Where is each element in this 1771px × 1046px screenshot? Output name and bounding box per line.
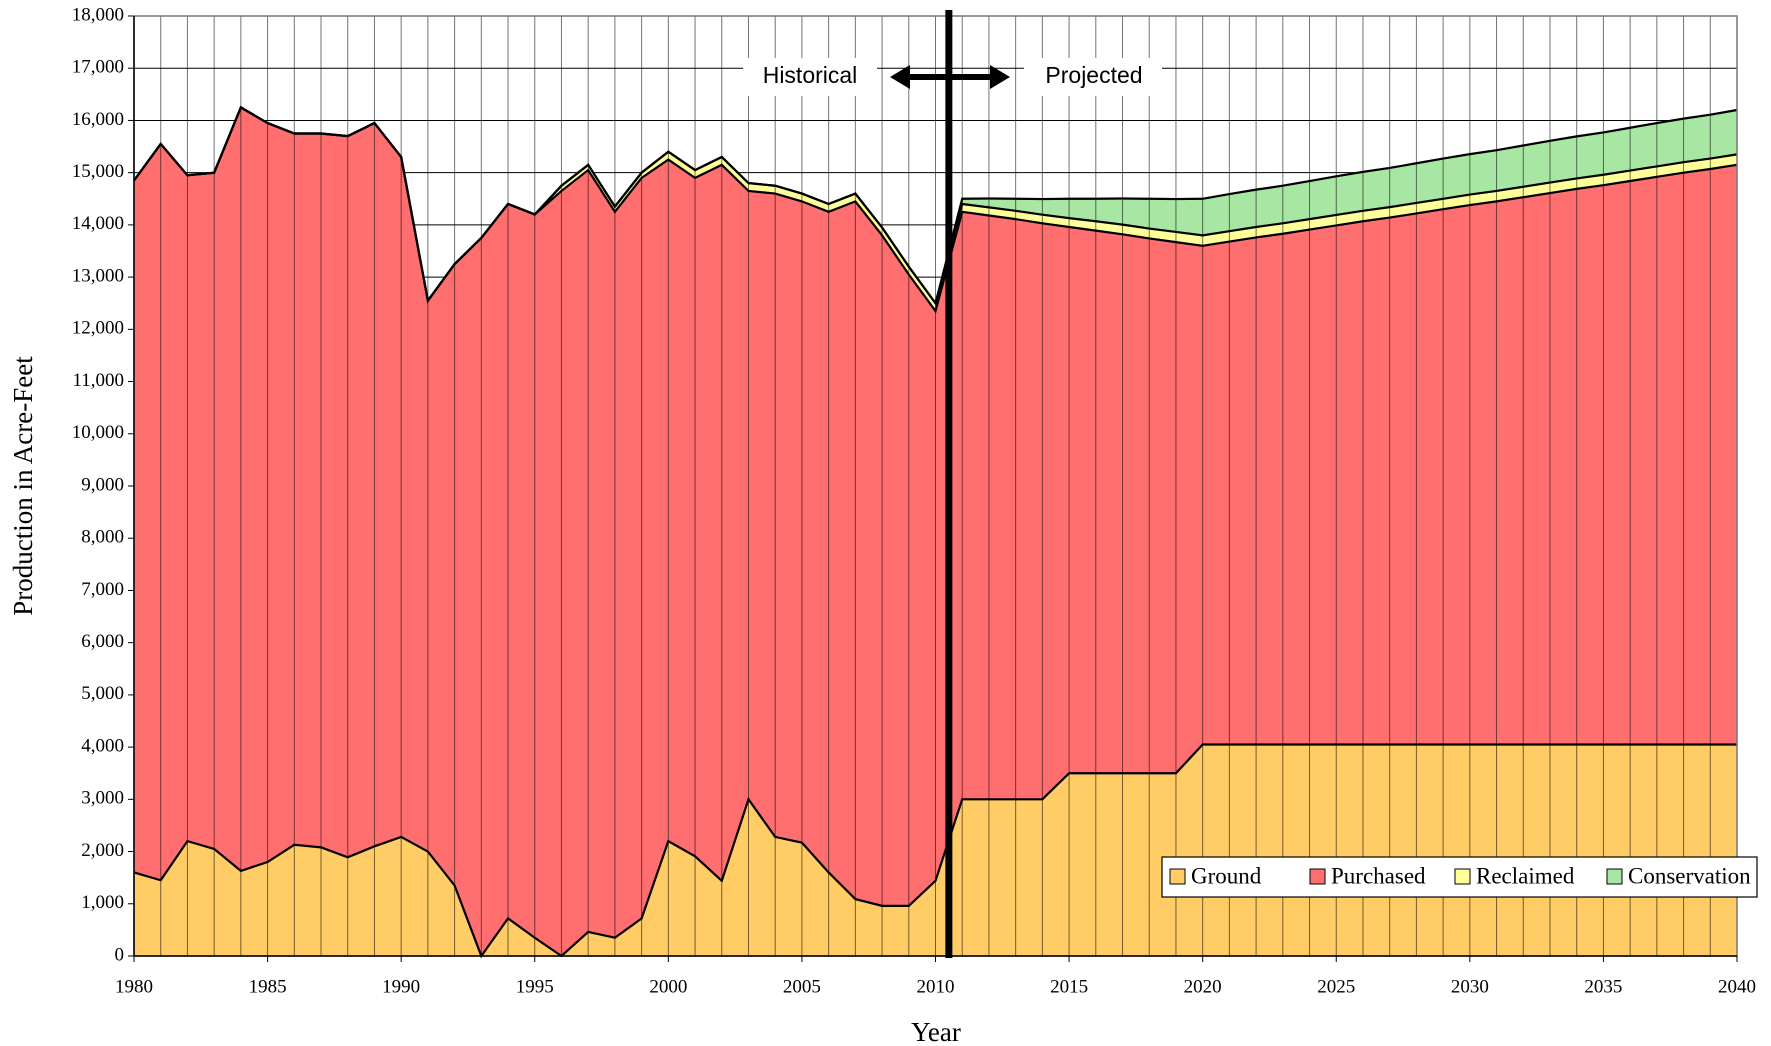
y-tick-label: 4,000 [81, 735, 124, 756]
x-tick-label: 2005 [783, 976, 821, 997]
y-tick-label: 12,000 [72, 318, 124, 339]
y-tick-label: 5,000 [81, 683, 124, 704]
legend-label: Conservation [1628, 863, 1751, 888]
y-tick-label: 17,000 [72, 57, 124, 78]
y-tick-label: 2,000 [81, 840, 124, 861]
area-outline [133, 743, 1737, 959]
y-tick-label: 3,000 [81, 788, 124, 809]
legend-swatch [1454, 868, 1471, 885]
y-tick-label: 8,000 [81, 527, 124, 548]
arrow-head [990, 65, 1010, 89]
x-tick-label: 1980 [115, 976, 153, 997]
x-tick-label: 1985 [249, 976, 287, 997]
arrow-head [890, 65, 910, 89]
x-tick-label: 2015 [1050, 976, 1088, 997]
x-tick-label: 2025 [1317, 976, 1355, 997]
legend-swatch [1309, 868, 1326, 885]
x-axis-label: Year [911, 1017, 961, 1046]
x-tick-label: 2000 [649, 976, 687, 997]
y-tick-label: 7,000 [81, 579, 124, 600]
area-outline [133, 105, 1738, 306]
legend-label: Reclaimed [1476, 863, 1575, 888]
annotation-bg [743, 58, 877, 96]
x-tick-label: 2030 [1451, 976, 1489, 997]
y-tick-label: 16,000 [72, 109, 124, 130]
x-tick-label: 2010 [917, 976, 955, 997]
legend-swatch [1169, 868, 1186, 885]
y-tick-label: 15,000 [72, 161, 124, 182]
y-tick-label: 6,000 [81, 631, 124, 652]
annotation-bg [1024, 58, 1162, 96]
y-tick-label: 10,000 [72, 422, 124, 443]
y-tick-label: 13,000 [72, 265, 124, 286]
annotation: Projected [1045, 62, 1142, 88]
y-tick-label: 18,000 [72, 4, 124, 25]
y-tick-label: 0 [115, 944, 125, 965]
annotation: Historical [763, 62, 858, 88]
legend-label: Purchased [1331, 863, 1426, 888]
x-tick-label: 1990 [382, 976, 420, 997]
legend-label: Ground [1191, 863, 1262, 888]
x-tick-label: 2020 [1184, 976, 1222, 997]
x-tick-label: 2035 [1584, 976, 1622, 997]
legend-swatch [1606, 868, 1623, 885]
y-tick-label: 14,000 [72, 213, 124, 234]
y-axis-label: Production in Acre-Feet [8, 356, 38, 616]
x-tick-label: 2040 [1718, 976, 1756, 997]
x-tick-label: 1995 [516, 976, 554, 997]
y-tick-label: 1,000 [81, 892, 124, 913]
y-tick-label: 9,000 [81, 474, 124, 495]
y-tick-label: 11,000 [72, 370, 124, 391]
